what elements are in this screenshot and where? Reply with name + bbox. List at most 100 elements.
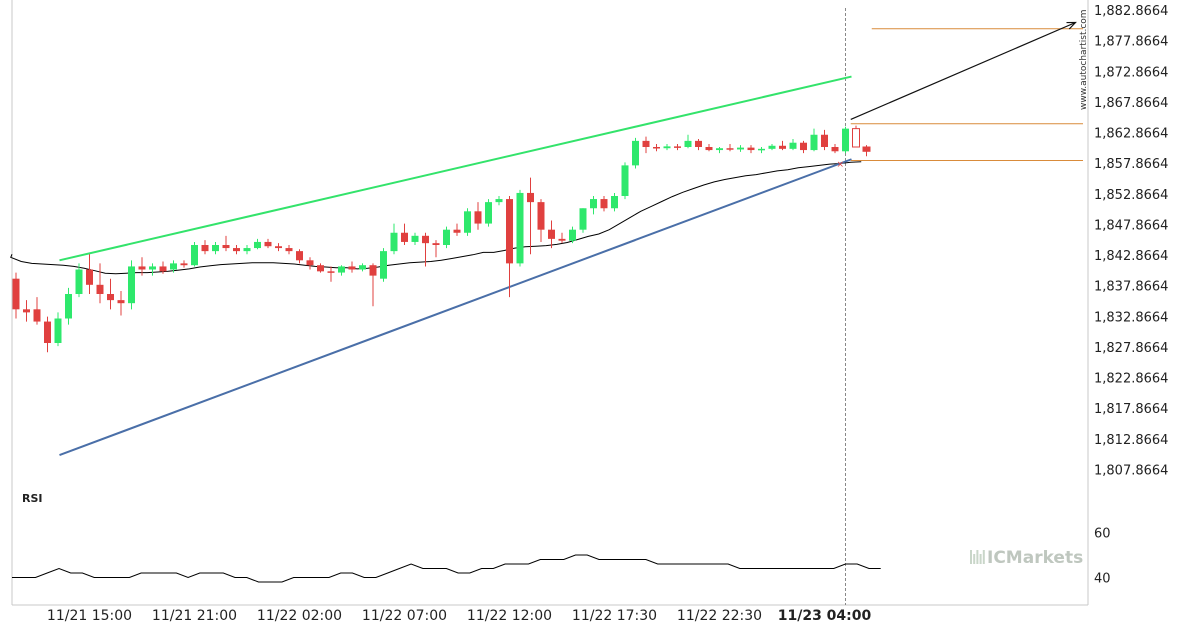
bearish-candle bbox=[705, 147, 713, 151]
y-tick-label: 1,882.8664 bbox=[1094, 4, 1168, 19]
icmarkets-logo-bar bbox=[973, 554, 976, 564]
x-tick-label: 11/22 07:00 bbox=[362, 608, 447, 624]
x-tick-label: 11/21 15:00 bbox=[47, 608, 132, 624]
bullish-candle bbox=[170, 263, 177, 270]
bearish-candle bbox=[726, 148, 734, 150]
rsi-tick-label: 40 bbox=[1094, 572, 1111, 587]
bullish-candle bbox=[359, 265, 366, 270]
bearish-candle bbox=[474, 211, 482, 224]
bullish-candle bbox=[621, 165, 629, 196]
bearish-candle bbox=[600, 199, 608, 209]
bullish-candle bbox=[443, 229, 450, 245]
bearish-candle bbox=[86, 269, 93, 285]
bearish-candle bbox=[779, 145, 786, 149]
bearish-candle bbox=[453, 229, 461, 233]
bearish-candle bbox=[821, 134, 828, 147]
y-tick-label: 1,822.8664 bbox=[1094, 372, 1168, 387]
bullish-candle bbox=[212, 245, 219, 252]
icmarkets-logo-bar bbox=[982, 550, 985, 564]
bullish-candle bbox=[842, 128, 849, 152]
bullish-candle bbox=[65, 294, 72, 319]
bearish-candle bbox=[674, 146, 681, 148]
bearish-candle bbox=[201, 245, 209, 252]
bearish-candle bbox=[233, 248, 240, 252]
x-tick-label: 11/22 17:30 bbox=[572, 608, 657, 624]
bearish-candle bbox=[23, 309, 30, 313]
y-tick-label: 1,832.8664 bbox=[1094, 310, 1168, 325]
bearish-candle bbox=[285, 248, 293, 252]
bullish-candle bbox=[716, 148, 723, 151]
bearish-candle bbox=[432, 243, 440, 245]
bullish-candle bbox=[569, 229, 576, 241]
bullish-candle bbox=[495, 199, 503, 203]
y-tick-label: 1,847.8664 bbox=[1094, 218, 1168, 233]
bearish-candle bbox=[107, 294, 114, 301]
bearish-candle bbox=[695, 140, 702, 147]
y-tick-label: 1,872.8664 bbox=[1094, 65, 1168, 80]
bearish-candle bbox=[348, 266, 356, 270]
bullish-candle bbox=[684, 140, 692, 147]
rsi-tick-label: 60 bbox=[1094, 527, 1111, 542]
y-tick-label: 1,807.8664 bbox=[1094, 463, 1168, 478]
x-tick-label: 11/22 12:00 bbox=[467, 608, 552, 624]
bullish-candle bbox=[149, 266, 156, 270]
bearish-candle bbox=[33, 309, 41, 322]
autochartist-watermark: www.autochartist.com bbox=[1079, 9, 1089, 110]
icmarkets-logo-bar bbox=[979, 554, 982, 564]
bearish-candle bbox=[306, 260, 314, 266]
forecast-arrow-head bbox=[1066, 21, 1077, 30]
bearish-candle bbox=[44, 321, 51, 343]
bullish-candle bbox=[485, 202, 492, 224]
bullish-candle bbox=[243, 248, 251, 252]
bullish-candle bbox=[54, 318, 62, 343]
icmarkets-logo-bar bbox=[970, 550, 972, 564]
y-tick-label: 1,852.8664 bbox=[1094, 188, 1168, 203]
bearish-candle bbox=[831, 147, 839, 152]
bullish-candle bbox=[254, 241, 261, 249]
y-tick-label: 1,837.8664 bbox=[1094, 280, 1168, 295]
bearish-candle bbox=[558, 238, 566, 241]
x-tick-label: 11/21 21:00 bbox=[152, 608, 237, 624]
x-tick-label: 11/22 22:30 bbox=[677, 608, 762, 624]
bearish-candle bbox=[506, 199, 513, 264]
bearish-candle bbox=[180, 263, 188, 266]
breakout-marker: × bbox=[837, 160, 845, 170]
bullish-candle bbox=[380, 251, 387, 279]
y-tick-label: 1,867.8664 bbox=[1094, 96, 1168, 111]
bullish-candle bbox=[75, 269, 83, 294]
bearish-candle bbox=[548, 229, 555, 239]
rsi-label: RSI bbox=[22, 492, 43, 505]
bullish-candle bbox=[191, 245, 198, 266]
y-tick-label: 1,827.8664 bbox=[1094, 341, 1168, 356]
bearish-candle bbox=[537, 202, 545, 230]
bearish-candle bbox=[422, 235, 429, 244]
bullish-candle bbox=[789, 142, 797, 149]
support-trend-line bbox=[59, 158, 852, 457]
bearish-candle bbox=[317, 265, 324, 272]
bullish-candle bbox=[390, 232, 398, 252]
y-tick-label: 1,877.8664 bbox=[1094, 35, 1168, 50]
bullish-candle bbox=[516, 192, 524, 264]
forecast-arrow-line bbox=[850, 21, 1076, 120]
bearish-candle bbox=[117, 300, 125, 304]
bullish-candle bbox=[768, 145, 776, 149]
bearish-candle bbox=[222, 245, 230, 249]
y-tick-label: 1,817.8664 bbox=[1094, 402, 1168, 417]
bearish-candle bbox=[296, 251, 303, 261]
bearish-candle bbox=[12, 278, 20, 310]
bearish-candle bbox=[264, 241, 272, 247]
bullish-candle bbox=[128, 266, 135, 304]
pending-candle bbox=[862, 146, 871, 152]
moving-average-line bbox=[10, 161, 862, 275]
bearish-candle bbox=[138, 266, 146, 270]
bearish-candle bbox=[653, 147, 660, 149]
pending-candle bbox=[852, 128, 860, 148]
bearish-candle bbox=[747, 147, 755, 151]
rsi-line bbox=[12, 554, 881, 583]
bearish-candle bbox=[800, 142, 807, 151]
y-tick-label: 1,857.8664 bbox=[1094, 157, 1168, 172]
bearish-candle bbox=[96, 284, 104, 294]
bullish-candle bbox=[758, 148, 765, 151]
